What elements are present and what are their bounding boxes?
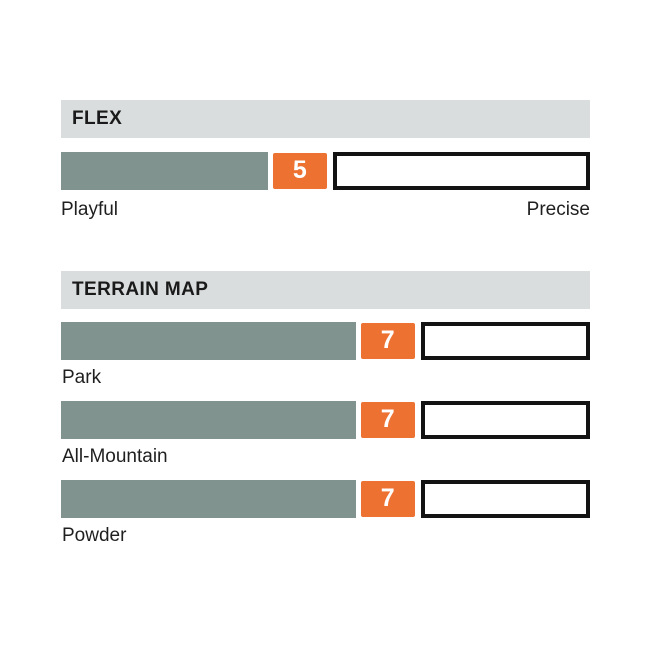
- powder-rating-track: [420, 479, 590, 518]
- all-mountain-rating-fill: [61, 400, 356, 439]
- flex-rating-bar: 5: [61, 151, 590, 190]
- terrain-row-label: All-Mountain: [62, 446, 168, 467]
- terrain-row-label: Park: [62, 367, 102, 388]
- powder-rating-bar: 7: [61, 479, 590, 518]
- all-mountain-rating-bar: 7: [61, 400, 590, 439]
- terrain-row-label: Powder: [62, 525, 127, 546]
- endpoint-label-right: Precise: [526, 199, 590, 220]
- terrain-section-header: TERRAIN MAP: [61, 271, 590, 309]
- park-rating-track: [420, 321, 590, 360]
- flex-rating-track: [332, 151, 590, 190]
- park-rating-badge: 7: [360, 322, 415, 359]
- park-rating-bar: 7: [61, 321, 590, 360]
- flex-endpoint-labels: Playful Precise: [61, 199, 590, 221]
- endpoint-label-left: Playful: [61, 199, 119, 220]
- spec-ratings-panel: FLEX 5 Playful Precise TERRAIN MAP 7 Par…: [61, 100, 590, 558]
- flex-rating-badge: 5: [272, 152, 327, 189]
- all-mountain-rating-track: [420, 400, 590, 439]
- section-flex: FLEX 5 Playful Precise: [61, 100, 590, 221]
- terrain-row-powder: 7 Powder: [61, 479, 590, 547]
- powder-rating-badge: 7: [360, 480, 415, 517]
- flex-rating-fill: [61, 151, 268, 190]
- powder-rating-fill: [61, 479, 356, 518]
- terrain-row-all-mountain: 7 All-Mountain: [61, 400, 590, 468]
- flex-section-header: FLEX: [61, 100, 590, 138]
- park-rating-fill: [61, 321, 356, 360]
- section-terrain-map: TERRAIN MAP 7 Park 7 All-Mountain 7: [61, 271, 590, 547]
- terrain-row-park: 7 Park: [61, 321, 590, 389]
- all-mountain-rating-badge: 7: [360, 401, 415, 438]
